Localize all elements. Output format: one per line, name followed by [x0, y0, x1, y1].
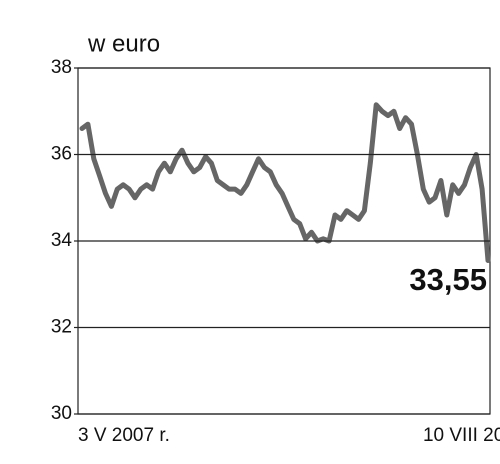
price-line [79, 102, 491, 263]
x-tick-label: 10 VIII 2007 r. [423, 425, 500, 446]
annotation: 33,55 [409, 262, 487, 297]
y-tick-label: 32 [51, 317, 72, 338]
y-tick-label: 36 [51, 144, 72, 165]
x-tick-label: 3 V 2007 r. [78, 425, 170, 446]
chart-title: w euro [87, 30, 160, 57]
y-tick-label: 30 [51, 403, 72, 424]
y-tick-label: 34 [51, 230, 73, 251]
y-tick-label: 38 [51, 57, 72, 78]
